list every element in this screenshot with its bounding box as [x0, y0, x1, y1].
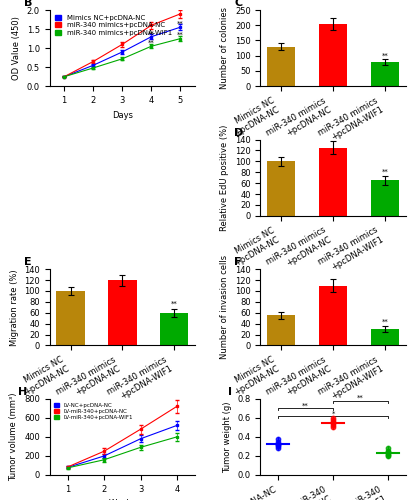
Text: H: H — [18, 387, 27, 397]
Point — [384, 452, 390, 460]
Text: B: B — [24, 0, 32, 8]
X-axis label: Days: Days — [112, 110, 133, 120]
Text: **: ** — [148, 40, 154, 46]
Y-axis label: Migration rate (%): Migration rate (%) — [9, 269, 19, 345]
Y-axis label: OD Value (450): OD Value (450) — [12, 16, 21, 80]
Point — [274, 440, 281, 448]
Bar — [266, 46, 295, 86]
Text: E: E — [24, 258, 31, 268]
Text: **: ** — [177, 21, 183, 27]
Point — [329, 414, 335, 422]
Bar — [159, 312, 188, 346]
Point — [384, 444, 390, 452]
Point — [384, 451, 390, 459]
Y-axis label: Tumor weight (g): Tumor weight (g) — [222, 401, 231, 472]
Text: **: ** — [177, 32, 183, 38]
Point — [274, 440, 281, 448]
Point — [329, 422, 335, 430]
Bar — [318, 24, 347, 86]
Y-axis label: Tumor volume (mm³): Tumor volume (mm³) — [9, 392, 19, 481]
Y-axis label: Number of colonies: Number of colonies — [220, 7, 229, 89]
Point — [274, 435, 281, 443]
Legend: Mimics NC+pcDNA-NC, miR-340 mimics+pcDNA-NC, miR-340 mimics+pcDNA-WIF1: Mimics NC+pcDNA-NC, miR-340 mimics+pcDNA… — [53, 14, 173, 37]
Point — [329, 418, 335, 426]
Point — [329, 416, 335, 424]
Y-axis label: Number of invasion cells: Number of invasion cells — [220, 255, 229, 360]
Bar — [56, 291, 85, 346]
Point — [384, 447, 390, 455]
Text: F: F — [234, 258, 241, 268]
Text: **: ** — [380, 168, 387, 174]
Text: I: I — [228, 387, 232, 397]
Point — [329, 424, 335, 432]
Bar — [108, 280, 136, 345]
Legend: LV-NC+pcDNA-NC, LV-miR-340+pcDNA-NC, LV-miR-340+pcDNA-WIF1: LV-NC+pcDNA-NC, LV-miR-340+pcDNA-NC, LV-… — [52, 402, 134, 421]
Text: **: ** — [301, 403, 308, 409]
Text: D: D — [234, 128, 243, 138]
Text: **: ** — [148, 30, 154, 36]
Bar — [370, 329, 398, 345]
Bar — [266, 316, 295, 346]
Point — [274, 442, 281, 450]
Text: **: ** — [380, 52, 387, 59]
Bar — [370, 180, 398, 216]
Text: C: C — [234, 0, 242, 8]
Text: **: ** — [356, 395, 363, 401]
Bar — [318, 286, 347, 346]
Point — [274, 438, 281, 446]
Y-axis label: Relative EdU positive (%): Relative EdU positive (%) — [220, 124, 229, 231]
Bar — [266, 162, 295, 216]
Point — [384, 450, 390, 458]
Bar — [370, 62, 398, 86]
Text: **: ** — [380, 318, 387, 324]
Point — [384, 448, 390, 456]
Bar — [318, 148, 347, 216]
Point — [329, 418, 335, 426]
Point — [274, 444, 281, 452]
Text: *: * — [330, 410, 334, 416]
Text: **: ** — [170, 301, 177, 307]
